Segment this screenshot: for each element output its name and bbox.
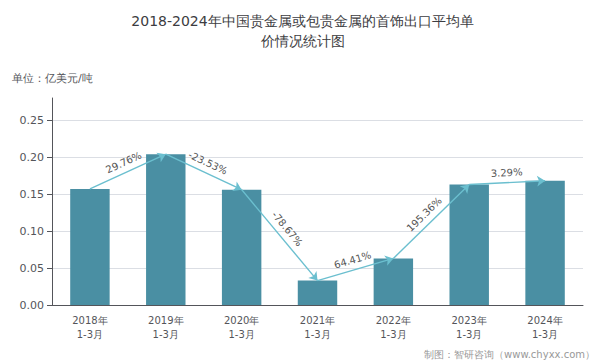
svg-text:1-3月: 1-3月 [456,329,482,340]
svg-text:1-3月: 1-3月 [77,329,103,340]
svg-text:0.20: 0.20 [20,151,45,164]
svg-text:1-3月: 1-3月 [532,329,558,340]
svg-text:2021年: 2021年 [300,315,335,326]
svg-text:1-3月: 1-3月 [304,329,330,340]
svg-text:2018年: 2018年 [72,315,107,326]
svg-text:1-3月: 1-3月 [228,329,254,340]
svg-text:-23.53%: -23.53% [187,149,229,177]
svg-text:2023年: 2023年 [451,315,486,326]
svg-text:2018-2024年中国贵金属或包贵金属的首饰出口平均单: 2018-2024年中国贵金属或包贵金属的首饰出口平均单 [131,13,473,29]
svg-text:3.29%: 3.29% [491,166,523,179]
svg-text:29.76%: 29.76% [104,150,143,176]
svg-text:0.15: 0.15 [20,188,45,201]
svg-text:195.36%: 195.36% [405,195,444,234]
svg-text:-78.67%: -78.67% [270,209,305,248]
svg-text:2024年: 2024年 [527,315,562,326]
svg-text:1-3月: 1-3月 [380,329,406,340]
svg-text:1-3月: 1-3月 [153,329,179,340]
svg-text:2020年: 2020年 [224,315,259,326]
svg-text:0.00: 0.00 [20,299,45,312]
svg-text:2019年: 2019年 [148,315,183,326]
svg-text:制图：智研咨询（www.chyxx.com）: 制图：智研咨询（www.chyxx.com） [424,349,595,360]
svg-text:价情况统计图: 价情况统计图 [260,33,345,49]
svg-text:2022年: 2022年 [376,315,411,326]
svg-text:0.10: 0.10 [20,225,45,238]
svg-text:64.41%: 64.41% [333,249,373,270]
svg-text:0.25: 0.25 [20,114,45,127]
svg-text:0.05: 0.05 [20,262,45,275]
svg-text:单位：亿美元/吨: 单位：亿美元/吨 [12,72,93,85]
